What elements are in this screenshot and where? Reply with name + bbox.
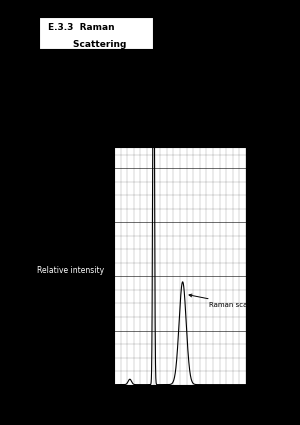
X-axis label: Excitation wavelength: Excitation wavelength	[133, 391, 227, 401]
Text: E.3.3  Raman: E.3.3 Raman	[48, 23, 115, 32]
Text: Scattering: Scattering	[48, 40, 127, 49]
Text: Relative intensity: Relative intensity	[37, 266, 104, 275]
Text: Raman scattering: Raman scattering	[189, 294, 271, 308]
